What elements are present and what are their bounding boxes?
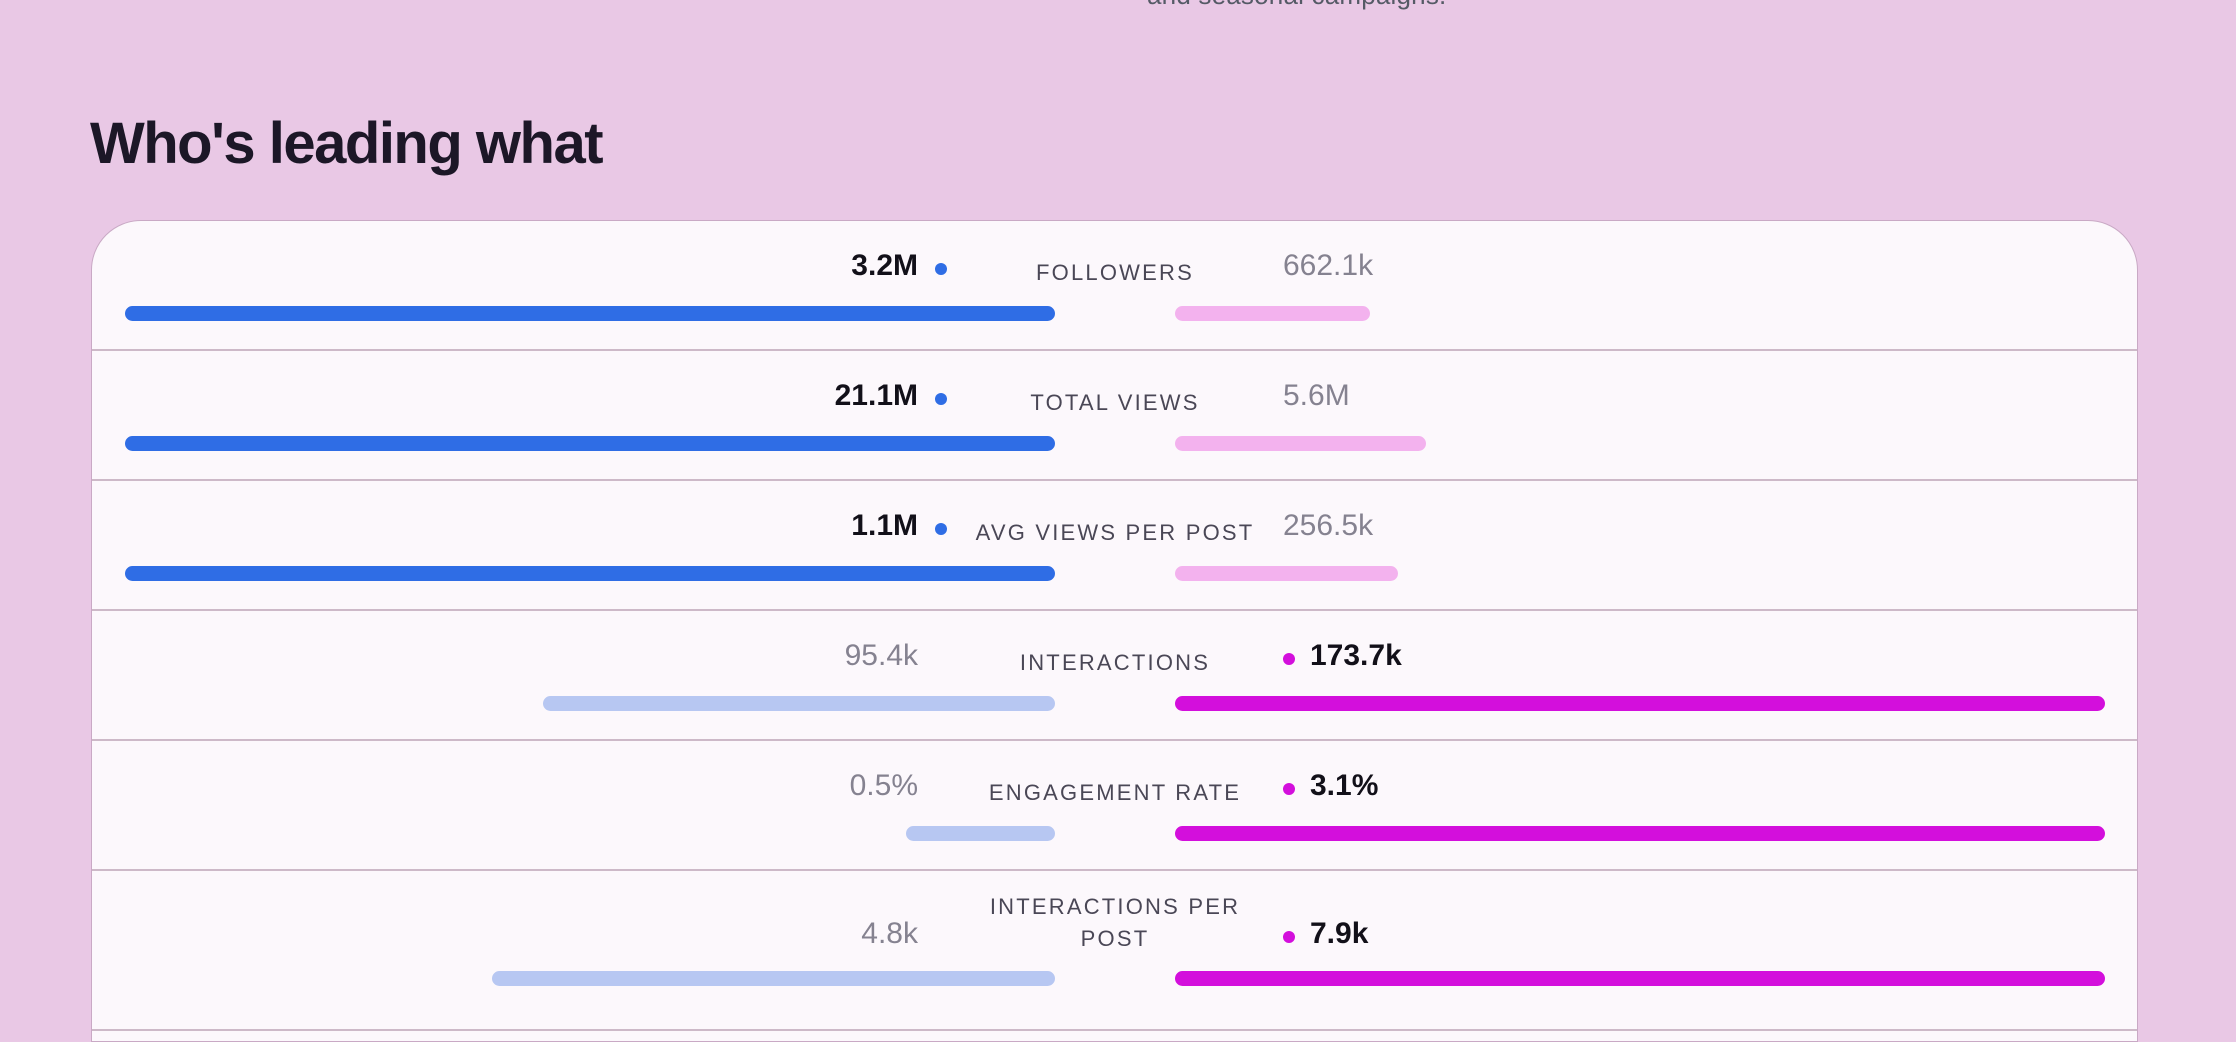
- right-bar: [1175, 696, 2105, 711]
- right-bar: [1175, 306, 1370, 321]
- section-intro-text: and seasonal campaigns.: [1147, 0, 1446, 11]
- left-value: 1.1M: [851, 509, 918, 542]
- left-value: 0.5%: [849, 769, 918, 802]
- left-value: 3.2M: [851, 249, 918, 282]
- leader-dot-icon: [935, 263, 947, 275]
- right-value: 662.1k: [1283, 249, 1374, 282]
- left-bar: [125, 566, 1055, 581]
- metric-label: ENGAGEMENT RATE: [988, 780, 1242, 805]
- leader-dot-icon: [1283, 653, 1295, 665]
- leader-dot-icon: [1283, 783, 1295, 795]
- metric-row: 0.5% ENGAGEMENT RATE 3.1%: [92, 741, 2137, 871]
- metric-row: 3.2M FOLLOWERS 662.1k: [92, 221, 2137, 351]
- left-bar: [492, 971, 1055, 986]
- metric-row: 21.1M TOTAL VIEWS 5.6M: [92, 351, 2137, 481]
- right-bar: [1175, 436, 1426, 451]
- metric-label: FOLLOWERS: [1036, 260, 1194, 285]
- leader-dot-icon: [1283, 931, 1295, 943]
- leader-dot-icon: [935, 523, 947, 535]
- left-bar: [125, 436, 1055, 451]
- right-bar: [1175, 566, 1398, 581]
- metric-label: AVG VIEWS PER POST: [975, 520, 1255, 545]
- comparison-card: 3.2M FOLLOWERS 662.1k 21.1M TOTAL VIEWS 5.6M 1…: [91, 220, 2138, 1042]
- metric-rows: 3.2M FOLLOWERS 662.1k 21.1M TOTAL VIEWS 5.6M 1…: [92, 221, 2137, 1031]
- left-value: 4.8k: [861, 917, 918, 950]
- right-bar: [1175, 826, 2105, 841]
- right-value: 3.1%: [1310, 769, 1379, 802]
- left-value: 95.4k: [844, 639, 918, 672]
- metric-label: INTERACTIONS PER POST: [989, 894, 1241, 951]
- metric-row: 4.8k INTERACTIONS PER POST 7.9k: [92, 871, 2137, 1031]
- left-bar: [125, 306, 1055, 321]
- left-value: 21.1M: [834, 379, 918, 412]
- leader-dot-icon: [935, 393, 947, 405]
- metric-label: INTERACTIONS: [1019, 650, 1211, 675]
- left-bar: [906, 826, 1055, 841]
- metric-label: TOTAL VIEWS: [1030, 390, 1200, 415]
- right-value: 7.9k: [1310, 917, 1369, 950]
- metric-row: 95.4k INTERACTIONS 173.7k: [92, 611, 2137, 741]
- left-bar: [543, 696, 1055, 711]
- metric-row: 1.1M AVG VIEWS PER POST 256.5k: [92, 481, 2137, 611]
- right-bar: [1175, 971, 2105, 986]
- right-value: 173.7k: [1310, 639, 1402, 672]
- right-value: 5.6M: [1283, 379, 1350, 412]
- right-value: 256.5k: [1283, 509, 1374, 542]
- section-title: Who's leading what: [90, 111, 604, 176]
